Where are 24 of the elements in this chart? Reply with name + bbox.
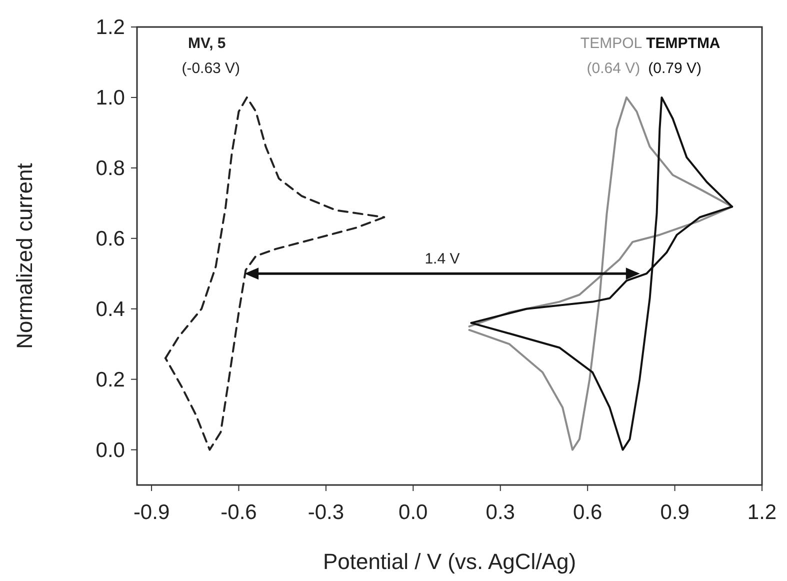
x-tick-label: 1.2 xyxy=(747,501,777,524)
text: TEMPTMA xyxy=(646,35,720,52)
annotation: (0.64 V) xyxy=(586,60,640,77)
x-axis-title: Potential / V (vs. AgCl/Ag) xyxy=(322,549,576,574)
annotation: 1.4 V xyxy=(424,250,460,268)
y-tick-label: 0.6 xyxy=(96,227,125,250)
text: MV, 5 xyxy=(188,35,226,52)
x-tick-label: 0.3 xyxy=(486,501,515,524)
x-tick-label: 0.0 xyxy=(398,501,428,524)
y-tick-label: 1.2 xyxy=(96,16,125,39)
y-tick-label: 0.0 xyxy=(96,438,125,462)
y-tick-label: 0.4 xyxy=(96,298,126,321)
y-axis-title: Normalized current xyxy=(12,163,37,349)
y-tick-label: 0.2 xyxy=(96,368,125,392)
annotation: (0.79 V) xyxy=(648,60,702,77)
annotation: (-0.63 V) xyxy=(182,60,240,77)
x-tick-label: -0.9 xyxy=(133,501,170,524)
x-tick-label: 0.6 xyxy=(572,501,602,524)
x-tick-label: -0.6 xyxy=(220,501,257,524)
y-tick-label: 0.8 xyxy=(96,156,125,180)
x-tick-label: 0.9 xyxy=(660,501,690,524)
x-tick-label: -0.3 xyxy=(308,501,344,524)
text: TEMPOL xyxy=(580,35,642,52)
y-tick-label: 1.0 xyxy=(96,86,125,110)
